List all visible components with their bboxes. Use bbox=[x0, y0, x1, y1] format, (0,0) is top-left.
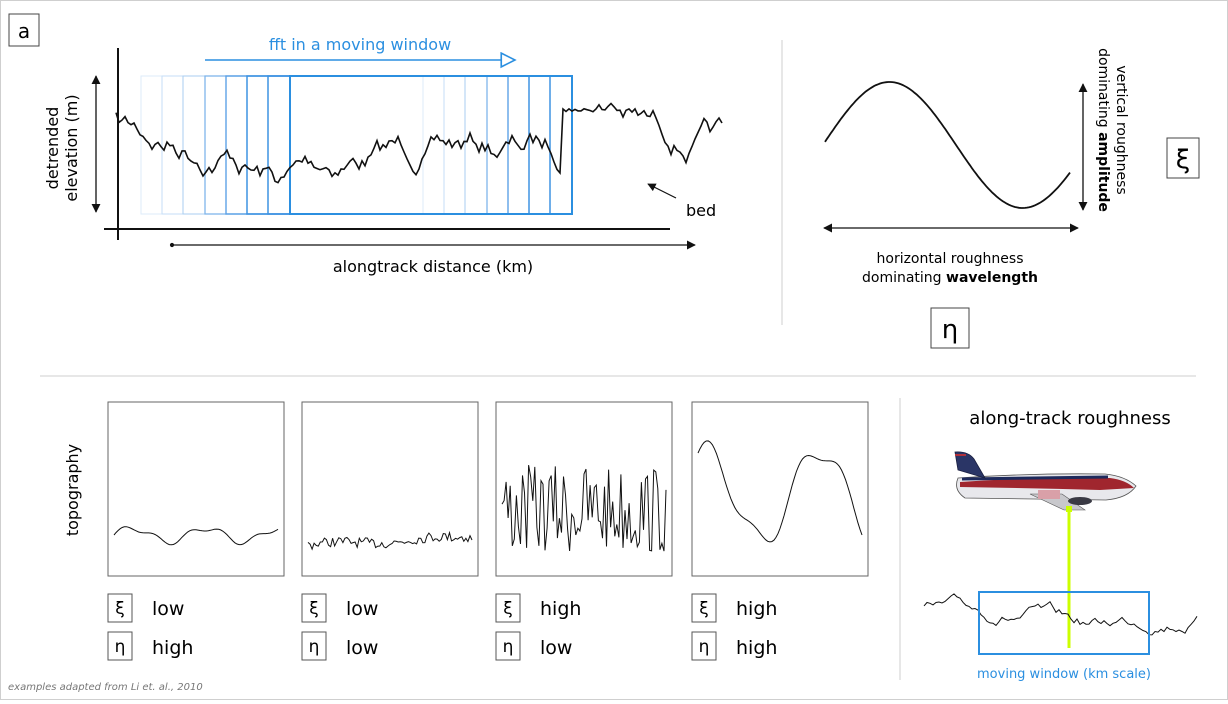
panel-a: a fft in a moving window detrended eleva… bbox=[8, 13, 723, 276]
eta-box bbox=[930, 307, 970, 349]
eta-symbol: η bbox=[309, 637, 320, 657]
moving-window-8 bbox=[289, 75, 573, 215]
ylabel-line2: elevation (m) bbox=[62, 94, 81, 201]
topography-profile bbox=[307, 530, 473, 551]
moving-windows bbox=[140, 75, 573, 215]
eta-value: high bbox=[736, 637, 777, 659]
topography-panel-2: ξ low η low bbox=[301, 401, 479, 661]
eta-value: high bbox=[152, 637, 193, 659]
eta-box bbox=[301, 631, 327, 661]
eta-symbol: η bbox=[115, 637, 126, 657]
topography-profile bbox=[113, 526, 279, 546]
bed-label: bed bbox=[686, 201, 716, 220]
xi-value: low bbox=[346, 598, 378, 620]
topography-plot-frame bbox=[495, 401, 673, 577]
topography-profile bbox=[697, 440, 863, 543]
xi-box bbox=[495, 593, 521, 623]
topography-profile bbox=[501, 465, 667, 552]
xi-box bbox=[301, 593, 327, 623]
bed-profile bbox=[115, 102, 723, 184]
eta-box bbox=[107, 631, 133, 661]
panel-label-box bbox=[8, 13, 40, 47]
moving-window-label: moving window (km scale) bbox=[977, 667, 1151, 682]
footnote: examples adapted from Li et. al., 2010 bbox=[8, 682, 203, 693]
moving-window-box bbox=[978, 591, 1150, 655]
xlabel: alongtrack distance (km) bbox=[333, 257, 533, 276]
topography-ylabel: topography bbox=[63, 444, 82, 536]
bed-pointer-arrow bbox=[647, 183, 677, 199]
xi-box bbox=[1166, 137, 1200, 179]
xi-box bbox=[691, 593, 717, 623]
horizontal-line1: horizontal roughness bbox=[877, 251, 1024, 267]
topography-plot-frame bbox=[301, 401, 479, 577]
vertical-line1: vertical roughness bbox=[1113, 65, 1129, 194]
roughness-title: along-track roughness bbox=[969, 408, 1170, 429]
xi-symbol: ξ bbox=[503, 599, 512, 619]
eta-symbol: η bbox=[503, 637, 514, 657]
eta-value: low bbox=[540, 637, 572, 659]
xi-value: high bbox=[540, 598, 581, 620]
along-track-roughness: along-track roughness moving window (km … bbox=[923, 408, 1198, 682]
sine-wave bbox=[824, 81, 1071, 209]
xi-symbol: ξ bbox=[699, 599, 708, 619]
eta-value: low bbox=[346, 637, 378, 659]
eta-symbol: η bbox=[942, 315, 958, 345]
eta-box bbox=[495, 631, 521, 661]
topography-plot-frame bbox=[691, 401, 869, 577]
fft-label: fft in a moving window bbox=[269, 35, 451, 54]
topography-panels: ξ low η high ξ low η low ξ high η low ξ high η high bbox=[107, 401, 869, 661]
xi-value: low bbox=[152, 598, 184, 620]
xi-box bbox=[107, 593, 133, 623]
topography-panel-3: ξ high η low bbox=[495, 401, 673, 661]
xi-symbol: ξ bbox=[309, 599, 318, 619]
along-track-profile bbox=[923, 593, 1198, 636]
xi-symbol: ξ bbox=[1176, 145, 1191, 175]
ylabel-line1: detrended bbox=[43, 107, 62, 190]
eta-symbol: η bbox=[699, 637, 710, 657]
xi-symbol: ξ bbox=[115, 599, 124, 619]
topography-panel-4: ξ high η high bbox=[691, 401, 869, 661]
eta-box bbox=[691, 631, 717, 661]
topography-examples: topography ξ low η high ξ low η low ξ high η low ξ hi… bbox=[63, 401, 869, 661]
vertical-line2: dominating amplitude bbox=[1095, 48, 1111, 212]
panel-label: a bbox=[18, 19, 30, 43]
wave-explanation: vertical roughness dominating amplitude … bbox=[823, 48, 1200, 349]
xi-value: high bbox=[736, 598, 777, 620]
topography-panel-1: ξ low η high bbox=[107, 401, 285, 661]
airplane-icon bbox=[954, 451, 1137, 512]
topography-plot-frame bbox=[107, 401, 285, 577]
horizontal-line2: dominating wavelength bbox=[862, 270, 1038, 286]
